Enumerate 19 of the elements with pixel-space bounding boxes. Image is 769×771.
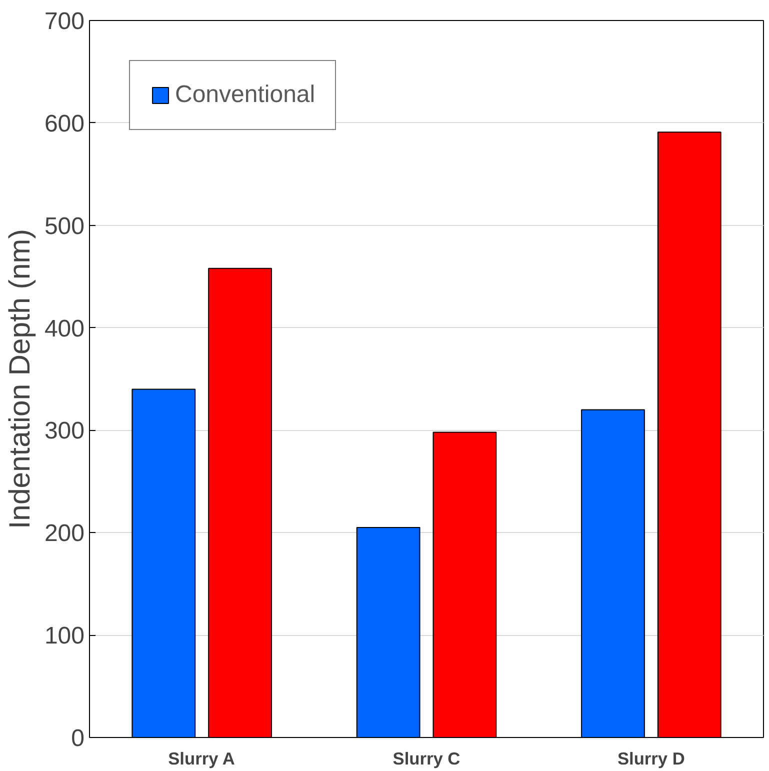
y-tick-label: 300 <box>44 418 85 445</box>
bar <box>581 409 645 738</box>
x-tick-label: Slurry A <box>168 748 236 768</box>
legend-label: Conventional <box>175 81 316 109</box>
x-tick-label: Slurry C <box>392 748 461 768</box>
x-tick-label: Slurry D <box>617 748 685 768</box>
y-tick-label: 600 <box>44 110 85 138</box>
y-tick-label: 0 <box>71 725 85 752</box>
bar <box>432 432 497 738</box>
y-tick-label: 200 <box>44 520 85 548</box>
bar <box>356 527 420 738</box>
bar <box>657 132 722 738</box>
bar <box>132 388 196 738</box>
y-tick-label: 700 <box>44 8 85 35</box>
bar <box>208 268 272 738</box>
y-tick-label: 100 <box>44 622 85 650</box>
y-tick-label: 400 <box>44 315 85 342</box>
y-tick-label: 500 <box>44 212 85 240</box>
y-axis-title: Indentation Depth (nm) <box>3 229 36 529</box>
